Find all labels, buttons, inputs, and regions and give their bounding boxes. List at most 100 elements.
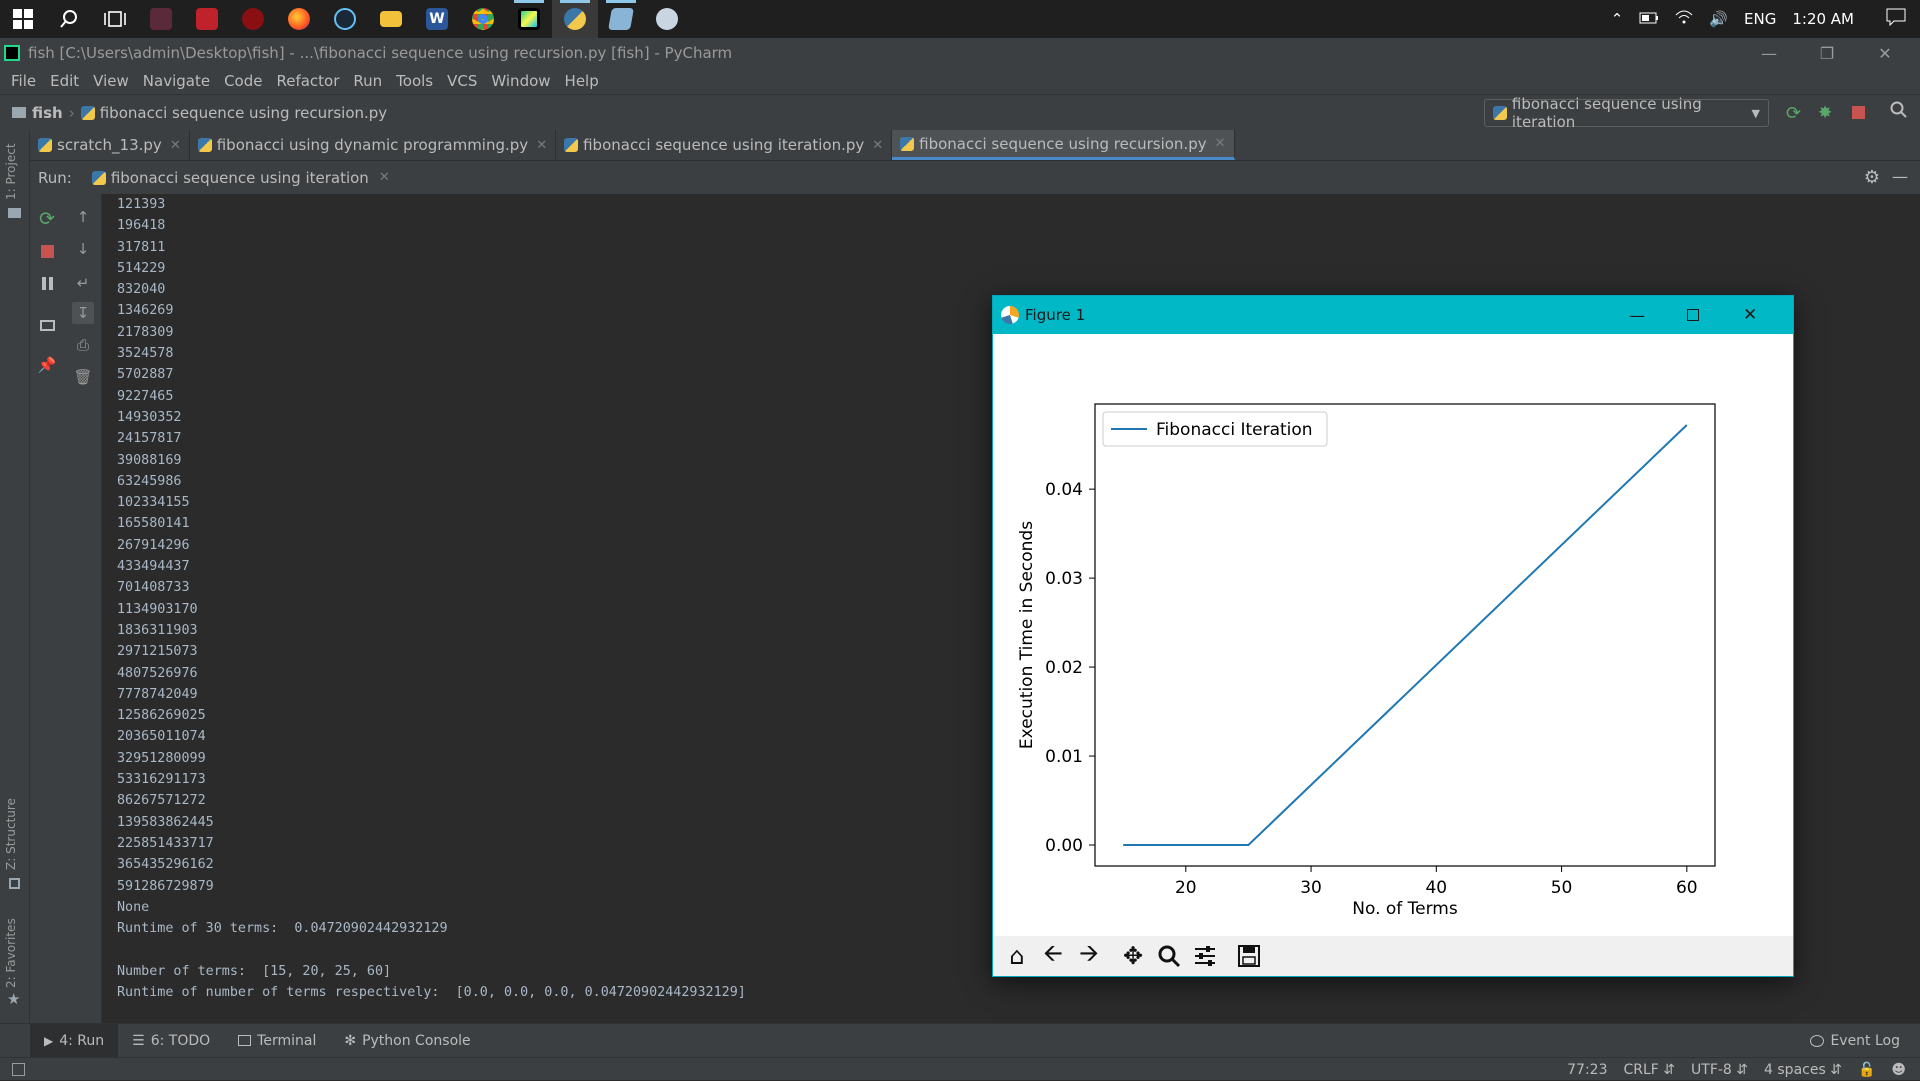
app2-icon[interactable] xyxy=(184,0,230,38)
soft-wrap-icon[interactable]: ↵ xyxy=(76,274,90,292)
word-icon[interactable]: W xyxy=(414,0,460,38)
search-icon[interactable] xyxy=(46,0,92,38)
close-tab-icon[interactable]: ✕ xyxy=(1214,136,1226,151)
trash-icon[interactable]: 🗑 xyxy=(73,368,93,386)
console-line: 20365011074 xyxy=(117,729,206,745)
menu-view[interactable]: View xyxy=(93,72,129,90)
rerun-icon[interactable]: ⟳ xyxy=(39,208,55,230)
hide-panel-icon[interactable]: — xyxy=(1892,167,1908,186)
steam-icon[interactable] xyxy=(322,0,368,38)
favorites-tool-button[interactable]: 2: Favorites xyxy=(4,918,18,988)
run-tab[interactable]: fibonacci sequence using iteration ✕ xyxy=(91,169,390,187)
minimize-icon[interactable]: — xyxy=(1629,305,1645,325)
file-explorer-icon[interactable] xyxy=(368,0,414,38)
rerun-icon[interactable]: ⟳ xyxy=(1786,103,1802,124)
clock[interactable]: 1:20 AM xyxy=(1792,10,1854,28)
bottom-tool-tabs: ▶ 4: Run ☰ 6: TODO Terminal ✻ Python Con… xyxy=(0,1023,1920,1058)
run-configuration-label: fibonacci sequence using iteration xyxy=(1511,95,1702,131)
event-log-button[interactable]: Event Log xyxy=(1810,1024,1900,1058)
print-icon[interactable]: ⎙ xyxy=(76,336,89,354)
pan-icon[interactable]: ✥ xyxy=(1122,942,1144,970)
console-line: 63245986 xyxy=(117,473,182,489)
menu-refactor[interactable]: Refactor xyxy=(276,72,340,90)
run-configuration-select[interactable]: fibonacci sequence using iteration ▼ xyxy=(1484,95,1769,131)
firefox-icon[interactable] xyxy=(276,0,322,38)
file-encoding[interactable]: UTF-8 ⇵ xyxy=(1691,1061,1749,1078)
close-icon[interactable]: ✕ xyxy=(1878,43,1892,63)
toggle-tool-windows-icon[interactable] xyxy=(12,1062,25,1076)
chevron-up-icon[interactable]: ⌃ xyxy=(1610,10,1624,28)
down-arrow-icon[interactable]: ↓ xyxy=(76,240,90,258)
menu-tools[interactable]: Tools xyxy=(396,72,434,90)
breadcrumb-file[interactable]: fibonacci sequence using recursion.py xyxy=(99,103,388,122)
back-arrow-icon[interactable]: 🡨 xyxy=(1043,938,1063,967)
close-icon[interactable]: ✕ xyxy=(1743,305,1758,325)
maximize-icon[interactable] xyxy=(1687,309,1699,321)
volume-icon[interactable]: 🔊 xyxy=(1709,10,1729,28)
menu-vcs[interactable]: VCS xyxy=(447,72,478,90)
hector-icon[interactable]: ☻ xyxy=(1891,1061,1906,1078)
breadcrumb: fish › fibonacci sequence using recursio… xyxy=(0,104,387,122)
tab-fibonacci-iteration[interactable]: fibonacci sequence using iteration.py ✕ xyxy=(556,130,893,160)
chrome-icon[interactable] xyxy=(460,0,506,38)
app3-icon[interactable] xyxy=(230,0,276,38)
app1-icon[interactable] xyxy=(138,0,184,38)
breadcrumb-project[interactable]: fish xyxy=(32,103,63,122)
tab-fibonacci-dynamic-programming[interactable]: fibonacci using dynamic programming.py ✕ xyxy=(190,130,557,160)
stop-icon[interactable] xyxy=(1852,106,1865,119)
language-indicator[interactable]: ENG xyxy=(1744,10,1777,28)
tool-tab-python-console[interactable]: ✻ Python Console xyxy=(330,1024,484,1058)
run-toolbar-secondary: ↑ ↓ ↵ ↧ ⎙ 🗑 xyxy=(64,194,102,1023)
battery-icon[interactable] xyxy=(1639,10,1659,28)
zoom-icon[interactable] xyxy=(1151,939,1187,973)
pin-icon[interactable]: 📌 xyxy=(37,356,57,374)
layout-icon[interactable] xyxy=(36,314,58,336)
close-tab-icon[interactable]: ✕ xyxy=(169,137,181,153)
wifi-icon[interactable] xyxy=(1675,9,1693,29)
tool-tab-todo[interactable]: ☰ 6: TODO xyxy=(118,1024,224,1058)
tool-tab-terminal[interactable]: Terminal xyxy=(224,1024,330,1058)
python-icon[interactable] xyxy=(552,0,598,38)
tab-scratch-13[interactable]: scratch_13.py ✕ xyxy=(30,130,190,160)
folder-icon xyxy=(8,208,21,218)
notification-icon[interactable] xyxy=(1886,8,1906,30)
home-icon[interactable]: ⌂ xyxy=(1009,942,1025,970)
menu-window[interactable]: Window xyxy=(491,72,551,90)
line-separator[interactable]: CRLF ⇵ xyxy=(1623,1061,1676,1078)
menu-run[interactable]: Run xyxy=(353,72,383,90)
scroll-to-end-icon[interactable]: ↧ xyxy=(72,302,94,324)
gear-icon[interactable]: ⚙ xyxy=(1863,167,1880,188)
app4-icon[interactable] xyxy=(598,0,644,38)
tool-tab-run[interactable]: ▶ 4: Run xyxy=(30,1023,119,1058)
caret-position[interactable]: 77:23 xyxy=(1567,1061,1608,1078)
plot-area xyxy=(1094,403,1716,867)
menu-code[interactable]: Code xyxy=(224,72,263,90)
close-tab-icon[interactable]: ✕ xyxy=(378,170,390,185)
menu-navigate[interactable]: Navigate xyxy=(142,72,211,90)
configure-subplots-icon[interactable] xyxy=(1187,939,1223,973)
forward-arrow-icon[interactable]: 🡪 xyxy=(1079,938,1099,967)
debug-icon[interactable]: ✸ xyxy=(1818,103,1833,123)
minimize-icon[interactable]: — xyxy=(1761,43,1777,63)
save-icon[interactable] xyxy=(1231,939,1267,973)
stop-icon[interactable] xyxy=(36,240,58,262)
search-everywhere-icon[interactable] xyxy=(1890,101,1908,123)
close-tab-icon[interactable]: ✕ xyxy=(536,137,548,153)
app5-icon[interactable] xyxy=(644,0,690,38)
tool-tab-label: Terminal xyxy=(257,1032,317,1049)
menu-edit[interactable]: Edit xyxy=(50,72,80,90)
pycharm-icon[interactable] xyxy=(506,0,552,38)
task-view-icon[interactable] xyxy=(92,0,138,38)
close-tab-icon[interactable]: ✕ xyxy=(872,137,884,153)
menu-file[interactable]: File xyxy=(11,72,37,90)
tab-fibonacci-recursion[interactable]: fibonacci sequence using recursion.py ✕ xyxy=(892,130,1235,160)
lock-icon[interactable]: 🔓 xyxy=(1857,1061,1876,1078)
project-tool-button[interactable]: 1: Project xyxy=(4,143,18,200)
indent-setting[interactable]: 4 spaces ⇵ xyxy=(1764,1061,1842,1078)
restore-icon[interactable]: ❐ xyxy=(1819,43,1835,63)
structure-tool-button[interactable]: Z: Structure xyxy=(4,798,18,870)
pause-icon[interactable] xyxy=(36,272,58,294)
up-arrow-icon[interactable]: ↑ xyxy=(76,208,90,226)
windows-start-icon[interactable] xyxy=(0,0,46,38)
menu-help[interactable]: Help xyxy=(564,72,599,90)
